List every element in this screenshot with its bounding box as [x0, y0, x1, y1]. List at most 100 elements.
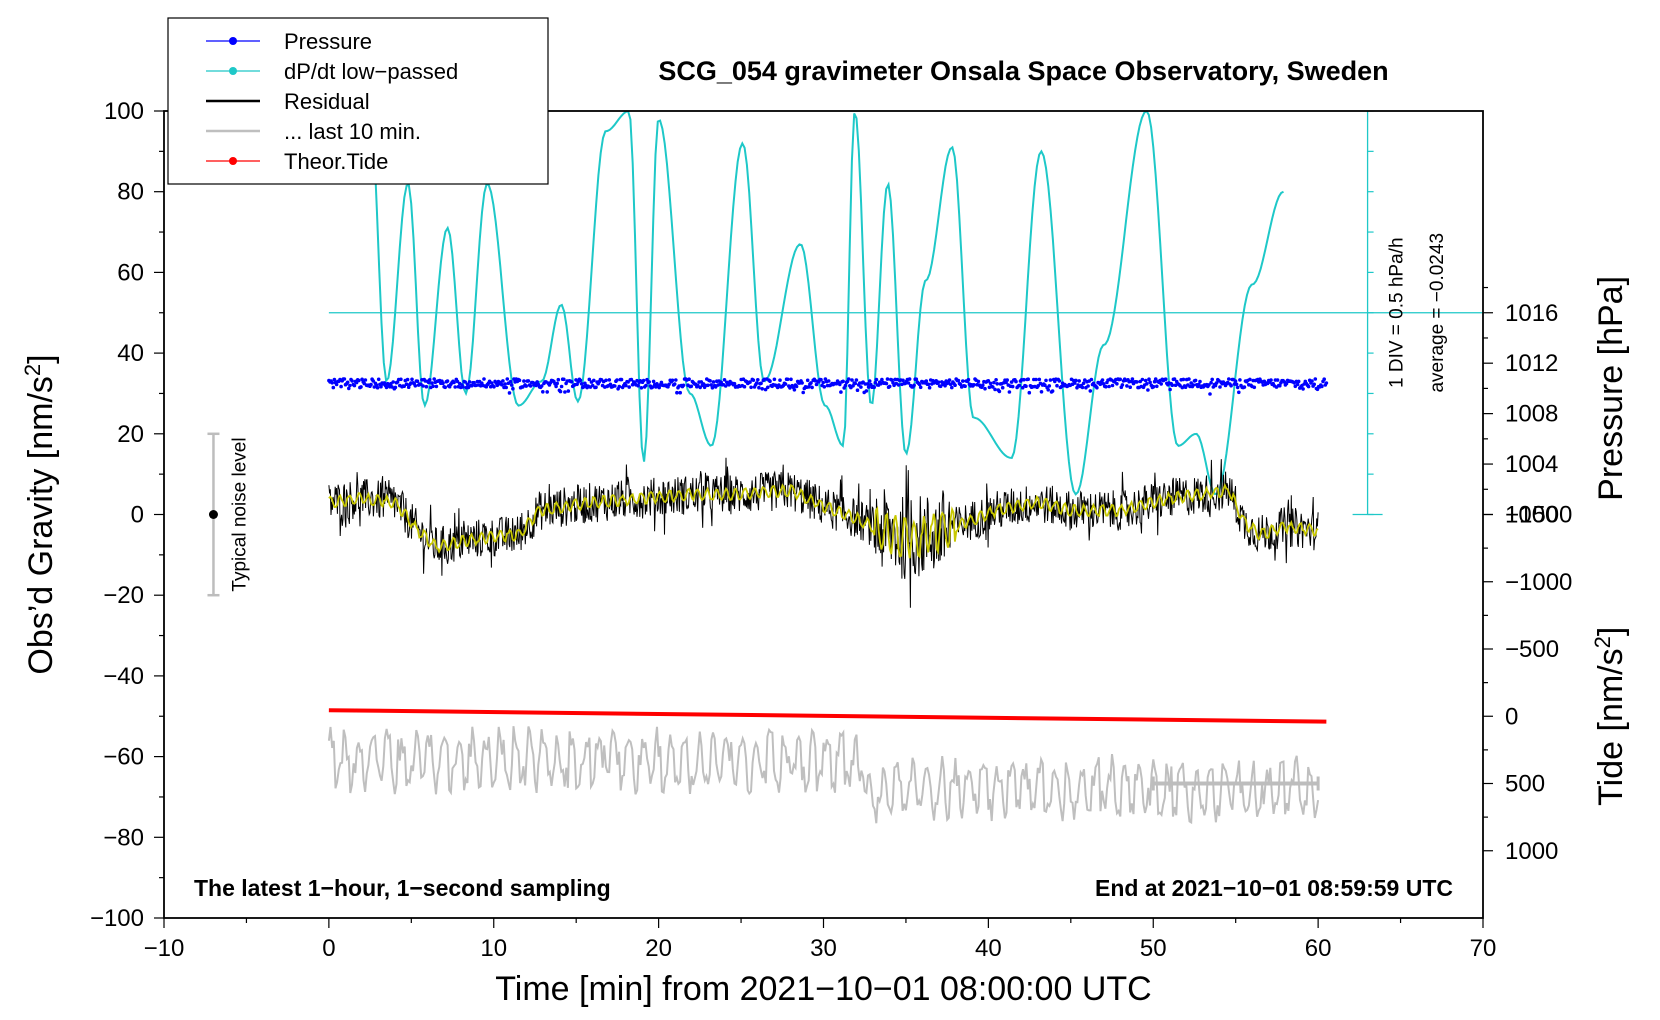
pressure-point	[843, 383, 848, 388]
pressure-point	[627, 385, 631, 389]
pressure-point	[1213, 383, 1218, 388]
pressure-point	[785, 377, 790, 382]
legend-marker	[229, 67, 237, 75]
pressure-point	[465, 382, 470, 387]
pressure-point	[1312, 382, 1316, 387]
pressure-point	[821, 380, 825, 385]
x-tick-label: 70	[1470, 935, 1497, 962]
pressure-point	[789, 377, 793, 382]
pressure-point	[966, 377, 971, 382]
pressure-point	[636, 383, 640, 388]
pressure-point	[1055, 383, 1059, 388]
pressure-point	[783, 382, 788, 386]
pressure-point	[689, 384, 694, 389]
pressure-point	[1275, 378, 1280, 382]
x-tick-label: 20	[645, 935, 672, 962]
pressure-point	[961, 379, 965, 383]
pressure-point	[722, 378, 727, 382]
pressure-point	[672, 382, 677, 386]
pressure-point	[667, 382, 671, 387]
pressure-point	[1163, 377, 1168, 382]
pressure-point	[1000, 385, 1005, 390]
pressure-point	[500, 382, 504, 387]
pressure-point	[1301, 387, 1305, 391]
pressure-point	[1214, 381, 1219, 385]
pressure-point	[1235, 385, 1240, 390]
pressure-point	[434, 384, 439, 389]
pressure-point	[872, 385, 876, 390]
series-dpdt-line	[369, 111, 1284, 496]
tide-axis-label: Tide [nm/s2]	[1590, 627, 1630, 806]
pressure-point	[792, 388, 797, 392]
pressure-point	[345, 380, 350, 385]
pressure-point	[1320, 384, 1324, 389]
pressure-point	[492, 385, 496, 389]
pressure-point	[759, 381, 763, 386]
pressure-point	[1159, 382, 1163, 386]
pressure-point	[1170, 383, 1175, 388]
pressure-point	[579, 382, 584, 386]
pressure-point	[501, 379, 505, 383]
pressure-point	[1155, 384, 1159, 389]
pressure-point	[526, 379, 531, 383]
pressure-point	[604, 378, 608, 383]
pressure-point	[615, 378, 619, 382]
pressure-point	[819, 377, 823, 382]
pressure-point	[906, 381, 911, 385]
pressure-point	[760, 387, 764, 391]
pressure-point	[846, 377, 851, 381]
pressure-point	[884, 381, 889, 386]
pressure-point	[375, 385, 380, 390]
y-tick-label: −40	[103, 663, 144, 690]
pressure-point	[1007, 390, 1012, 394]
pressure-point	[1115, 382, 1119, 386]
x-tick-label: 30	[810, 935, 837, 962]
pressure-point	[1107, 384, 1111, 389]
pressure-point	[711, 380, 716, 384]
pressure-point	[1005, 378, 1009, 382]
pressure-point	[859, 385, 863, 389]
legend-marker	[229, 157, 237, 165]
plot-area	[327, 111, 1483, 825]
pressure-point	[997, 389, 1002, 394]
tide-tick-label: 0	[1505, 703, 1518, 730]
legend-label: Pressure	[284, 29, 372, 54]
pressure-point	[1172, 377, 1177, 381]
pressure-point	[379, 384, 383, 389]
pressure-point	[1233, 379, 1238, 383]
pressure-point	[508, 379, 513, 384]
series-tide-line	[328, 708, 1327, 724]
pressure-point	[1046, 388, 1050, 392]
x-tick-label: 50	[1140, 935, 1167, 962]
x-tick-label: −10	[144, 935, 185, 962]
pressure-point	[1191, 383, 1196, 387]
pressure-point	[539, 384, 544, 388]
pressure-point	[524, 384, 528, 388]
pressure-point	[410, 377, 414, 382]
pressure-point	[1039, 390, 1044, 394]
tide-axis-label-sup: 2	[1590, 636, 1615, 648]
tide-tick-label: 1000	[1505, 838, 1558, 865]
pressure-point	[393, 385, 398, 390]
pressure-point	[1077, 379, 1081, 383]
tide-tick-label: −1500	[1505, 502, 1572, 529]
legend-label: dP/dt low−passed	[284, 59, 458, 84]
pressure-point	[413, 384, 418, 388]
y-tick-label: 60	[117, 259, 144, 286]
pressure-point	[594, 385, 598, 390]
pressure-point	[1269, 378, 1273, 382]
pressure-point	[1128, 385, 1132, 390]
pressure-point	[461, 385, 465, 389]
pressure-point	[470, 383, 474, 388]
pressure-point	[430, 381, 434, 385]
pressure-point	[839, 390, 843, 394]
pressure-point	[768, 379, 772, 384]
pressure-point	[1187, 377, 1191, 381]
pressure-point	[624, 383, 628, 388]
pressure-point	[352, 383, 357, 388]
pressure-point	[874, 377, 879, 382]
pressure-point	[901, 378, 905, 383]
pressure-point	[1073, 381, 1077, 385]
pressure-point	[854, 378, 859, 382]
noise-bar-center-dot	[208, 510, 218, 519]
